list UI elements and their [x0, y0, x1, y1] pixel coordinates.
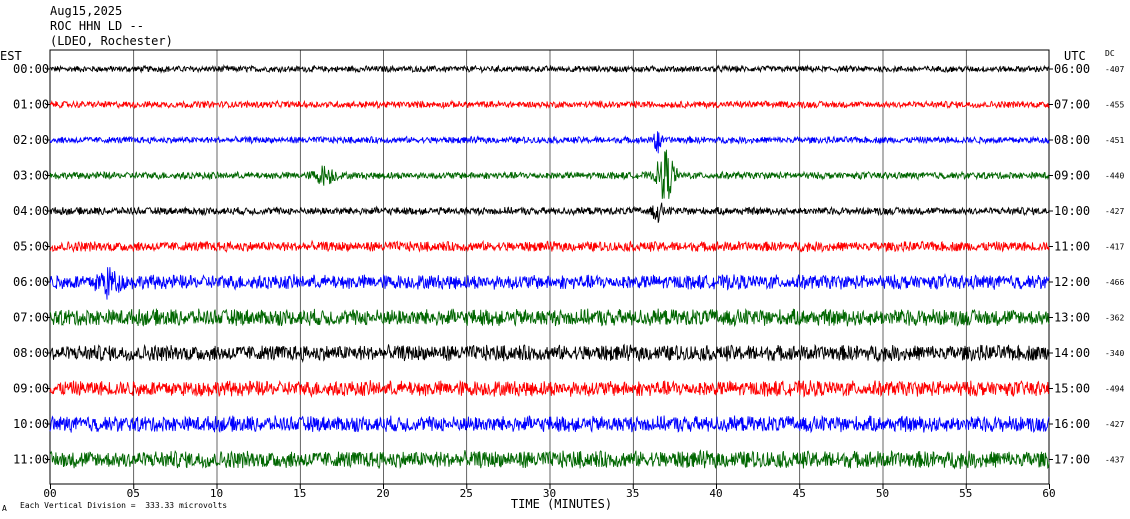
dc-value: -407 — [1105, 65, 1124, 74]
trace-0600 — [49, 267, 1050, 300]
x-tick-label: 35 — [626, 487, 639, 500]
dc-label: DC — [1105, 49, 1115, 58]
trace-0400 — [49, 202, 1050, 223]
est-label: 04:00 — [13, 204, 49, 218]
trace-0500 — [49, 239, 1050, 254]
dc-value: -440 — [1105, 172, 1124, 181]
header-station: ROC HHN LD -- — [50, 19, 144, 33]
dc-value: -455 — [1105, 101, 1124, 110]
x-tick-label: 40 — [709, 487, 722, 500]
x-tick-label: 15 — [293, 487, 306, 500]
trace-0100 — [49, 99, 1050, 110]
dc-value: -437 — [1105, 456, 1124, 465]
utc-label: 07:00 — [1054, 98, 1090, 112]
est-label: 01:00 — [13, 98, 49, 112]
x-tick-label: 60 — [1042, 487, 1055, 500]
trace-1100 — [49, 449, 1050, 470]
x-tick-label: 30 — [543, 487, 556, 500]
scale-note: Each Vertical Division = 333.33 microvol… — [20, 501, 228, 510]
est-label: 03:00 — [13, 169, 49, 183]
header-network: (LDEO, Rochester) — [50, 34, 173, 48]
dc-value: -427 — [1105, 207, 1124, 216]
x-tick-label: 45 — [793, 487, 806, 500]
utc-label: 11:00 — [1054, 240, 1090, 254]
x-tick-label: 50 — [876, 487, 889, 500]
x-tick-label: 20 — [376, 487, 389, 500]
x-tick-label: 00 — [43, 487, 56, 500]
utc-label: 08:00 — [1054, 133, 1090, 147]
trace-0800 — [49, 343, 1050, 363]
x-tick-label: 10 — [210, 487, 223, 500]
trace-0200 — [49, 131, 1050, 154]
dc-value: -362 — [1105, 314, 1124, 323]
est-label: 11:00 — [13, 453, 49, 467]
trace-0700 — [49, 307, 1050, 328]
dc-value: -427 — [1105, 420, 1124, 429]
est-label: 05:00 — [13, 240, 49, 254]
left-axis-label: EST — [0, 49, 22, 63]
utc-label: 12:00 — [1054, 275, 1090, 289]
header-date: Aug15,2025 — [50, 4, 123, 18]
est-label: 09:00 — [13, 382, 49, 396]
utc-label: 13:00 — [1054, 311, 1090, 325]
dc-value: -417 — [1105, 243, 1124, 252]
x-axis-title: TIME (MINUTES) — [511, 497, 612, 511]
utc-label: 09:00 — [1054, 169, 1090, 183]
dc-value: -451 — [1105, 136, 1124, 145]
est-label: 02:00 — [13, 133, 49, 147]
est-label: 10:00 — [13, 417, 49, 431]
est-label: 06:00 — [13, 275, 49, 289]
utc-label: 06:00 — [1054, 62, 1090, 76]
dc-value: -340 — [1105, 349, 1124, 358]
x-tick-label: 25 — [460, 487, 473, 500]
est-label: 00:00 — [13, 62, 49, 76]
right-axis-label: UTC — [1064, 49, 1086, 63]
utc-label: 16:00 — [1054, 417, 1090, 431]
utc-label: 15:00 — [1054, 382, 1090, 396]
footer-mark: A — [2, 504, 7, 513]
utc-label: 14:00 — [1054, 346, 1090, 360]
est-label: 07:00 — [13, 311, 49, 325]
est-label: 08:00 — [13, 346, 49, 360]
dc-value: -494 — [1105, 385, 1124, 394]
trace-1000 — [49, 414, 1050, 434]
x-tick-label: 55 — [959, 487, 972, 500]
dc-value: -466 — [1105, 278, 1124, 287]
utc-label: 17:00 — [1054, 453, 1090, 467]
utc-label: 10:00 — [1054, 204, 1090, 218]
x-tick-label: 05 — [127, 487, 140, 500]
trace-0300 — [49, 149, 1050, 199]
trace-0900 — [49, 379, 1050, 399]
trace-0000 — [49, 63, 1050, 74]
